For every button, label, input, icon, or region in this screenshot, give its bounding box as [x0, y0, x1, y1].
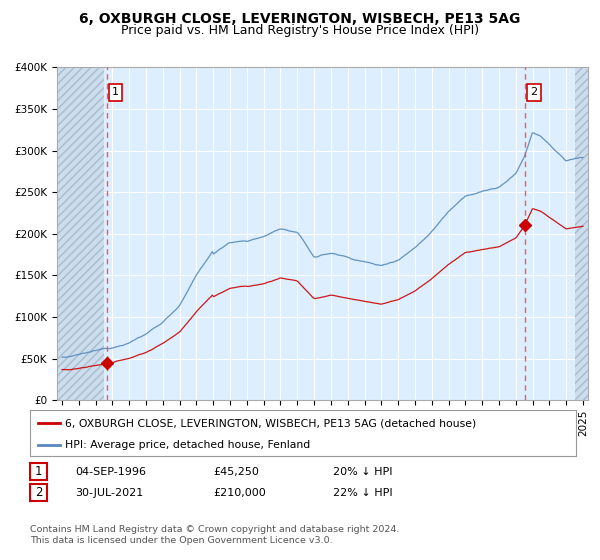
Text: 1: 1 [35, 465, 42, 478]
Bar [57, 67, 104, 400]
Text: £210,000: £210,000 [213, 488, 266, 498]
Bar [575, 67, 588, 400]
Text: 30-JUL-2021: 30-JUL-2021 [75, 488, 143, 498]
Text: 6, OXBURGH CLOSE, LEVERINGTON, WISBECH, PE13 5AG: 6, OXBURGH CLOSE, LEVERINGTON, WISBECH, … [79, 12, 521, 26]
Text: 6, OXBURGH CLOSE, LEVERINGTON, WISBECH, PE13 5AG (detached house): 6, OXBURGH CLOSE, LEVERINGTON, WISBECH, … [65, 418, 477, 428]
Text: Price paid vs. HM Land Registry's House Price Index (HPI): Price paid vs. HM Land Registry's House … [121, 24, 479, 36]
Text: 2: 2 [530, 87, 538, 97]
Text: 2: 2 [35, 486, 42, 499]
Text: 1: 1 [112, 87, 119, 97]
Text: £45,250: £45,250 [213, 466, 259, 477]
Text: HPI: Average price, detached house, Fenland: HPI: Average price, detached house, Fenl… [65, 440, 311, 450]
Text: 22% ↓ HPI: 22% ↓ HPI [333, 488, 392, 498]
Text: Contains HM Land Registry data © Crown copyright and database right 2024.
This d: Contains HM Land Registry data © Crown c… [30, 525, 400, 545]
Text: 20% ↓ HPI: 20% ↓ HPI [333, 466, 392, 477]
Text: 04-SEP-1996: 04-SEP-1996 [75, 466, 146, 477]
